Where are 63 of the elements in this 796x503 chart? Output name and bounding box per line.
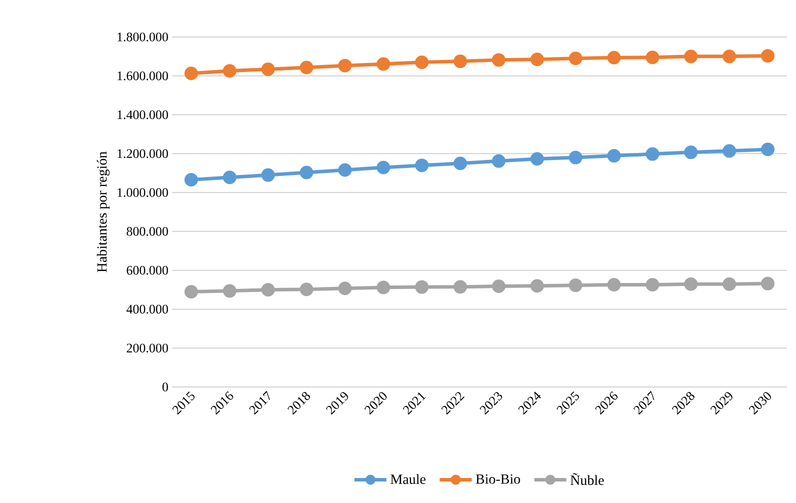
point <box>684 277 698 291</box>
point <box>376 280 390 294</box>
point <box>415 56 429 70</box>
point <box>376 160 390 174</box>
y-tick-label: 600.000 <box>126 266 168 275</box>
y-tick-label: 400.000 <box>126 304 168 314</box>
point <box>530 152 544 166</box>
point <box>338 163 352 177</box>
point <box>300 282 314 296</box>
point <box>261 168 275 182</box>
y-tick-label: 1.800.000 <box>118 32 168 42</box>
legend-label: Ñuble <box>570 473 604 485</box>
point <box>722 277 736 291</box>
point <box>761 276 775 290</box>
legend-label: Bio-Bio <box>476 474 520 484</box>
point <box>222 64 236 78</box>
y-tick-label: 800.000 <box>126 227 168 236</box>
x-tick-label: 2021 <box>402 392 426 415</box>
y-tick-label: 200.000 <box>126 344 168 353</box>
point <box>454 156 468 170</box>
point <box>646 147 660 161</box>
point <box>184 66 198 80</box>
point <box>684 146 698 160</box>
point <box>300 60 314 74</box>
point <box>184 284 198 298</box>
point <box>492 280 506 294</box>
y-tick-label: 0 <box>162 382 168 392</box>
point <box>338 282 352 296</box>
point <box>530 279 544 293</box>
y-axis-title: Habitantes por región <box>96 152 110 272</box>
point <box>568 52 582 66</box>
point <box>607 149 621 163</box>
point <box>568 278 582 292</box>
point <box>454 54 468 68</box>
legend-label: Maule <box>390 474 426 484</box>
y-tick-label: 1.000.000 <box>118 188 168 197</box>
point <box>261 62 275 76</box>
point <box>338 58 352 72</box>
point <box>300 166 314 180</box>
point <box>761 142 775 156</box>
point <box>607 50 621 64</box>
point <box>454 280 468 294</box>
point <box>492 53 506 67</box>
point <box>222 170 236 184</box>
point <box>646 278 660 292</box>
point <box>184 172 198 186</box>
point <box>415 280 429 294</box>
point <box>222 284 236 298</box>
point <box>684 50 698 64</box>
y-tick-label: 1.400.000 <box>118 110 168 120</box>
point <box>415 158 429 172</box>
point <box>722 144 736 158</box>
point <box>568 150 582 164</box>
point <box>761 49 775 63</box>
y-tick-label: 1.600.000 <box>118 71 168 80</box>
point <box>530 52 544 66</box>
point <box>646 50 660 64</box>
y-tick-label: 1.200.000 <box>118 149 168 158</box>
point <box>607 278 621 292</box>
point <box>722 50 736 64</box>
point <box>261 283 275 297</box>
point <box>376 57 390 71</box>
point <box>492 154 506 168</box>
